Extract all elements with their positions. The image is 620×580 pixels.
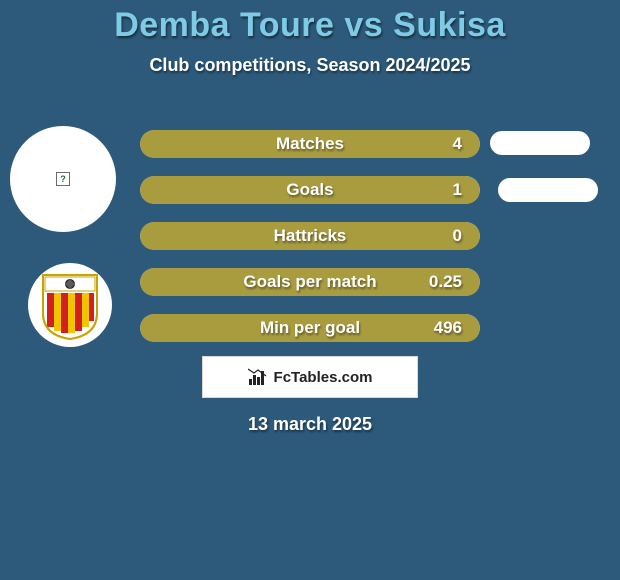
stat-bar: Goals1 [140,176,480,204]
opponent-pill-1 [490,131,590,155]
stat-bar-fill [140,222,480,250]
stat-bar: Goals per match0.25 [140,268,480,296]
image-placeholder-icon: ? [56,172,70,186]
stat-bar-list: Matches4 Goals1 Hattricks0 Goals per match0… [140,130,480,360]
brand-box: FcTables.com [202,356,418,398]
player-badge-2 [28,263,112,347]
stat-bar: Min per goal496 [140,314,480,342]
stat-bar-fill [140,268,480,296]
player-badge-1: ? [10,126,116,232]
page-subtitle: Club competitions, Season 2024/2025 [0,55,620,76]
brand-text: FcTables.com [274,369,373,386]
opponent-pill-2 [498,178,598,202]
stat-bar-fill [140,130,480,158]
club-logo-icon [39,269,101,341]
stat-bar-fill [140,314,480,342]
page-root: Demba Toure vs Sukisa Club competitions,… [0,0,620,580]
stat-bar: Matches4 [140,130,480,158]
stat-bar: Hattricks0 [140,222,480,250]
footer-date: 13 march 2025 [0,414,620,435]
page-title: Demba Toure vs Sukisa [0,0,620,45]
bar-chart-icon [248,367,268,387]
stat-bar-fill [140,176,480,204]
